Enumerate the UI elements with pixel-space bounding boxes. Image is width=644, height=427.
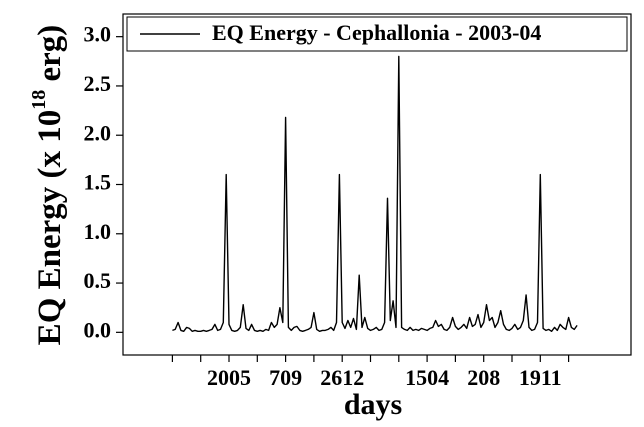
x-tick-label: 2005: [207, 365, 251, 390]
y-axis-label-text: EQ Energy (x 10: [32, 110, 68, 346]
y-tick-label: 1.0: [84, 219, 112, 244]
y-tick-label: 0.5: [84, 268, 112, 293]
plot-frame: [122, 13, 632, 356]
x-tick-label: 709: [269, 365, 302, 390]
legend-label: EQ Energy - Cephallonia - 2003-04: [212, 20, 541, 45]
y-tick-label: 2.5: [84, 71, 112, 96]
legend-box: [126, 16, 628, 52]
x-tick-label: 2612: [320, 365, 364, 390]
x-tick-label: 1911: [519, 365, 562, 390]
y-tick-label: 0.0: [84, 317, 112, 342]
x-tick-label: 208: [467, 365, 500, 390]
y-axis-label-sup: 18: [28, 90, 50, 110]
x-tick-label: 1504: [405, 365, 449, 390]
y-tick-label: 2.0: [84, 120, 112, 145]
y-axis-label: EQ Energy (x 1018 erg): [28, 25, 68, 346]
data-line: [172, 55, 578, 332]
y-tick-label: 3.0: [84, 22, 112, 47]
x-axis-label: days: [344, 388, 402, 421]
y-axis-label-text: erg): [32, 25, 68, 90]
y-tick-label: 1.5: [84, 170, 112, 195]
